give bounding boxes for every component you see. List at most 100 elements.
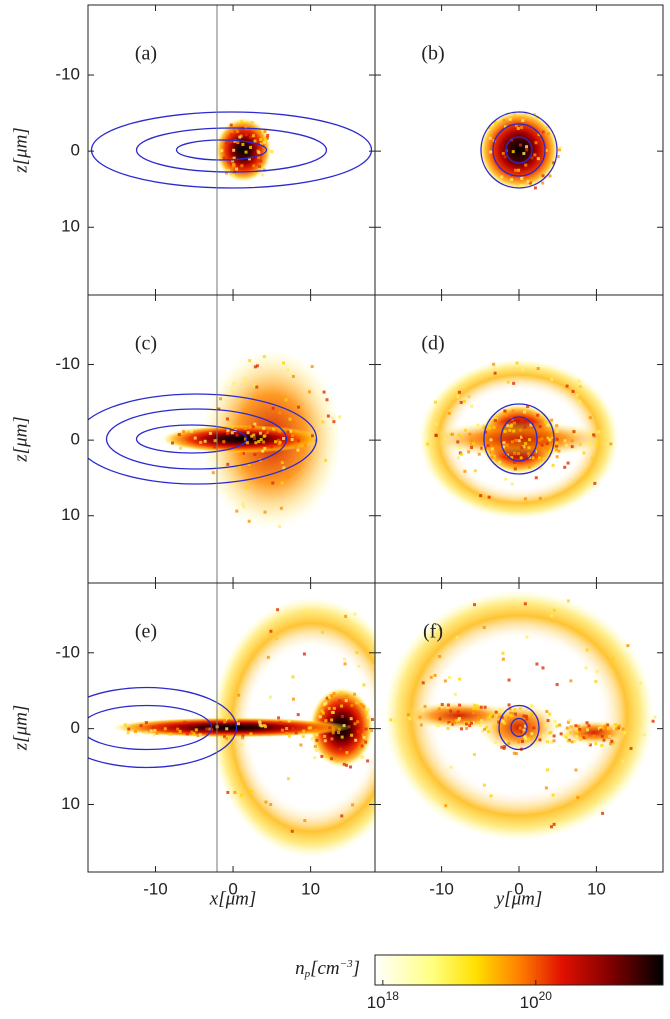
density-speckle (453, 721, 457, 725)
density-speckle (447, 411, 451, 415)
density-speckle (609, 742, 613, 746)
density-speckle (144, 731, 148, 735)
density-speckle (297, 405, 301, 409)
density-speckle (524, 163, 528, 167)
density-speckle (307, 726, 311, 730)
laser-contour (135, 127, 328, 173)
density-speckle (271, 406, 275, 410)
density-speckle (507, 703, 511, 707)
density-speckle (582, 736, 586, 740)
density-speckle (529, 712, 533, 716)
density-speckle (338, 699, 342, 703)
density-speckle (235, 433, 239, 437)
density-speckle (459, 400, 463, 404)
density-speckle (548, 438, 552, 442)
density-speckle (264, 725, 268, 729)
density-speckle (389, 718, 393, 722)
density-speckle (463, 469, 467, 473)
density-speckle (330, 695, 334, 699)
density-speckle (504, 477, 508, 481)
density-speckle (540, 437, 544, 441)
density-speckle (480, 719, 484, 723)
colorbar-label: np[cm−3] (295, 958, 360, 980)
density-speckle (623, 731, 627, 735)
density-speckle (521, 124, 525, 128)
y-axis-label: z[μm] (10, 705, 31, 751)
density-speckle (516, 452, 520, 456)
density-speckle (550, 418, 554, 422)
density-speckle (524, 714, 528, 718)
density-speckle (323, 702, 327, 706)
density-speckle (291, 434, 295, 438)
density-speckle (479, 494, 483, 498)
x-tick-label: -10 (429, 879, 454, 898)
density-speckle (365, 710, 369, 714)
density-speckle (224, 171, 228, 175)
density-speckle (510, 482, 514, 486)
density-speckle (541, 130, 545, 134)
panel-label: (b) (421, 43, 444, 65)
density-speckle (211, 471, 215, 475)
density-speckle (291, 727, 295, 731)
density-speckle (525, 635, 529, 639)
density-speckle (362, 683, 366, 687)
density-speckle (463, 428, 467, 432)
density-speckle (512, 421, 516, 425)
density-speckle (588, 743, 592, 747)
density-speckle (278, 440, 282, 444)
density-speckle (520, 125, 524, 129)
density-speckle (257, 151, 261, 155)
density-speckle (585, 721, 589, 725)
density-speckle (233, 139, 237, 143)
density-speckle (299, 743, 303, 747)
density-speckle (550, 434, 554, 438)
density-speckle (514, 124, 518, 128)
density-speckle (342, 657, 346, 661)
density-speckle (223, 720, 227, 724)
density-speckle (552, 822, 556, 826)
density-speckle (318, 715, 322, 719)
density-speckle (615, 723, 619, 727)
density-speckle (519, 143, 523, 147)
density-speckle (550, 614, 554, 618)
density-speckle (502, 746, 506, 750)
density-speckle (435, 724, 439, 728)
density-speckle (152, 733, 156, 737)
density-speckle (591, 456, 595, 460)
density-speckle (476, 716, 480, 720)
density-speckle (326, 696, 330, 700)
density-speckle (223, 735, 227, 739)
density-speckle (542, 733, 546, 737)
density-speckle (459, 452, 463, 456)
density-speckle (464, 722, 468, 726)
density-speckle (607, 727, 611, 731)
density-speckle (253, 384, 257, 388)
density-speckle (585, 473, 589, 477)
density-speckle (582, 451, 586, 455)
density-speckle (520, 176, 524, 180)
density-speckle (314, 728, 318, 732)
density-speckle (262, 355, 266, 359)
density-speckle (555, 724, 559, 728)
density-speckle (587, 741, 591, 745)
density-speckle (247, 462, 251, 466)
density-speckle (585, 728, 589, 732)
density-speckle (453, 692, 457, 696)
density-speckle (512, 112, 516, 116)
density-speckle (353, 612, 357, 616)
density-speckle (278, 429, 282, 433)
density-speckle (332, 692, 336, 696)
density-speckle (286, 475, 290, 479)
density-speckle (139, 724, 143, 728)
density-speckle (575, 730, 579, 734)
density-speckle (540, 448, 544, 452)
density-speckle (488, 136, 492, 140)
density-speckle (249, 135, 253, 139)
density-speckle (505, 721, 509, 725)
density-speckle (225, 736, 229, 740)
density-speckle (521, 368, 525, 372)
density-speckle (609, 442, 613, 446)
density-speckle (533, 186, 537, 190)
density-speckle (548, 731, 552, 735)
y-tick-label: 0 (71, 141, 80, 160)
